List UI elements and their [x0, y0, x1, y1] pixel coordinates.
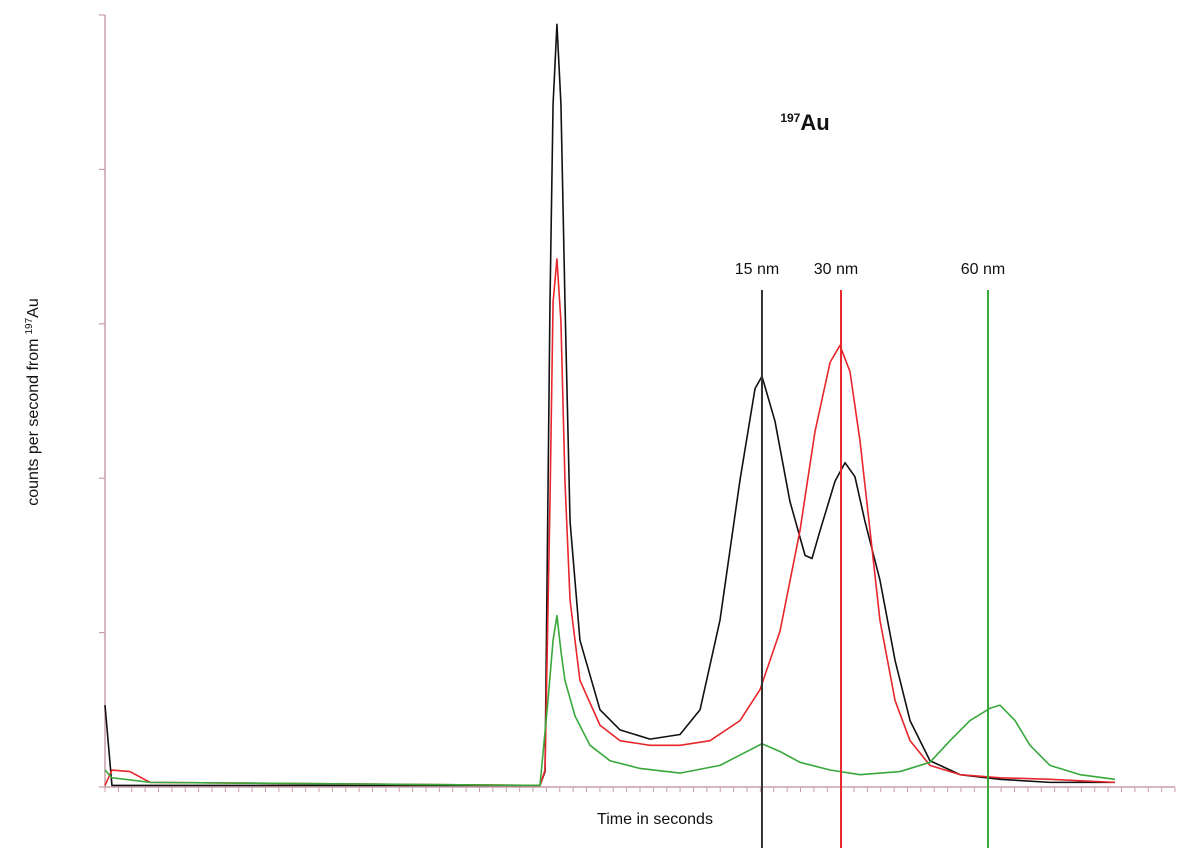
y-label-text: counts per second from [25, 339, 42, 506]
data-line [104, 23, 1115, 787]
x-axis-label: Time in seconds [597, 811, 713, 828]
y-label-unit: Au [25, 298, 42, 318]
title-text: Au [800, 110, 829, 135]
y-axis-label: counts per second from 197Au [24, 298, 42, 505]
data-line [104, 614, 1116, 787]
marker-label: 60 nm [961, 261, 1005, 278]
chart-title: 197Au [780, 110, 829, 135]
title-sup: 197 [780, 111, 800, 125]
marker-label: 30 nm [814, 261, 858, 278]
y-label-sup: 197 [24, 317, 35, 334]
marker-label: 15 nm [735, 261, 779, 278]
data-line [104, 258, 1115, 787]
